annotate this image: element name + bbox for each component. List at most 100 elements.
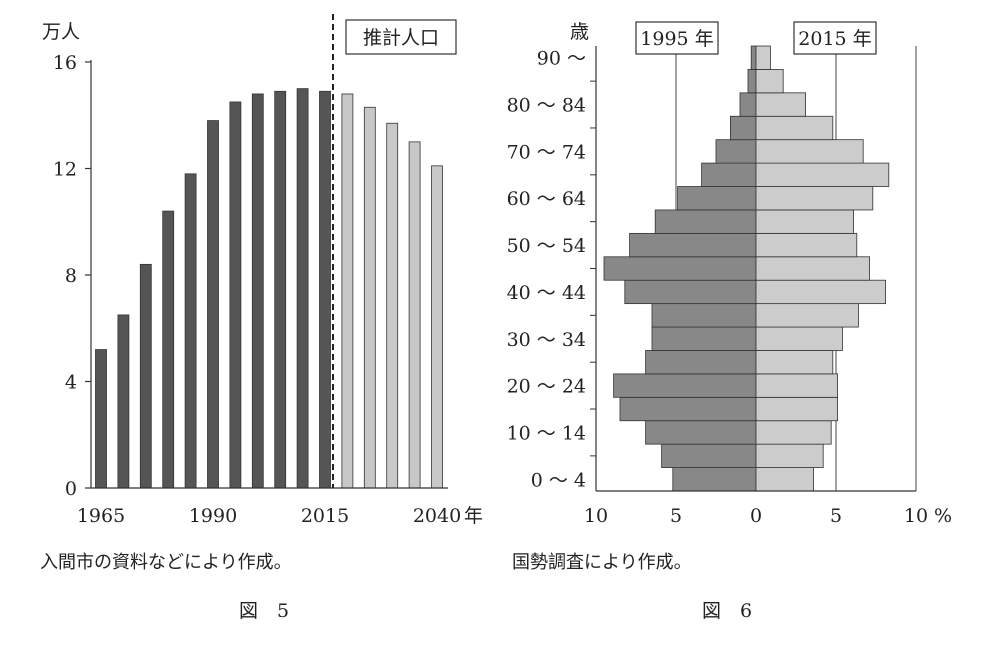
fig6-bar-2015-10-14: [755, 420, 832, 445]
fig6-bar-2015-25-29: [755, 350, 834, 375]
fig6-bar-1995-10-14: [645, 420, 757, 445]
fig6-bar-1995-50-54: [629, 232, 757, 258]
fig5-source: 入間市の資料などにより作成。: [40, 552, 292, 573]
fig6-bar-2015-0-4: [755, 467, 814, 492]
fig6-bar-1995-60-64: [677, 186, 757, 211]
fig6-bar-2015-35-39: [755, 303, 859, 328]
fig6-bar-1995-35-39: [651, 303, 757, 328]
fig6-bar-1995-85-89: [747, 69, 757, 94]
fig6-bar-1995-5-9: [661, 443, 757, 468]
fig6-bar-1995-75-79: [730, 115, 757, 141]
legend-2015-label: 2015 年: [798, 28, 871, 50]
fig6-source: 国勢調査により作成。: [512, 552, 692, 573]
fig6-bar-1995-0-4: [672, 467, 757, 492]
fig5-bar-2015: [319, 90, 331, 489]
fig5-bar-1975: [139, 263, 152, 489]
fig5-caption: 図 5: [239, 600, 289, 622]
fig6-bar-2015-20-24: [755, 373, 838, 398]
legend-2015-box: [793, 21, 877, 55]
fig6-bar-2015-70-74: [755, 139, 864, 164]
fig6-age-label: 40 ～ 44: [507, 282, 586, 304]
fig5-x-tick-label: 1990: [189, 505, 237, 527]
fig5-x-tick-label: 2015: [301, 505, 349, 527]
fig5-bar-1965: [95, 349, 107, 489]
fig6-bar-2015-50-54: [755, 232, 858, 258]
fig6-bar-2015-55-59: [755, 209, 854, 234]
fig5-bar-1995: [229, 101, 242, 489]
fig6-bar-2015-80-84: [755, 92, 806, 117]
fig5-bar-1985: [184, 173, 197, 489]
fig5-y-tick-label: 16: [53, 52, 77, 74]
fig6-age-label: 90 ～: [537, 48, 586, 70]
fig5-bar-2040: [431, 165, 443, 489]
fig5-x-tick-label: 2040: [413, 505, 461, 527]
fig6-age-ticks: [590, 80, 596, 457]
legend-1995-label: 1995 年: [640, 28, 713, 50]
fig6-ylabel: 歳: [570, 21, 589, 43]
fig6-bar-1995-15-19: [619, 396, 757, 422]
fig6-x-tick-label: 0: [750, 505, 762, 527]
fig5-y-tick-label: 12: [53, 159, 77, 181]
fig6-bars: [603, 45, 890, 492]
fig6-age-label: 10 ～ 14: [507, 422, 586, 444]
fig6-age-label: 0 ～ 4: [531, 469, 586, 491]
fig5-bar-1990: [207, 120, 219, 489]
fig6-unit: %: [934, 505, 952, 527]
fig6-bar-1995-55-59: [654, 209, 757, 234]
fig6-x-tick-label: 5: [830, 505, 842, 527]
fig5-estimate-box: [345, 19, 457, 55]
fig6-bar-2015-65-69: [755, 162, 890, 187]
fig6-x-ticks: 10 5 0 5 10: [584, 505, 928, 527]
fig6-bar-2015-15-19: [755, 396, 838, 422]
fig6-bar-2015-60-64: [755, 186, 874, 211]
fig6-bar-2015-75-79: [755, 115, 834, 141]
fig6-age-label: 30 ～ 34: [507, 329, 586, 351]
fig6-age-label: 80 ～ 84: [507, 95, 586, 117]
fig6-x-tick-label: 10: [584, 505, 608, 527]
fig5-bar-2005: [274, 90, 287, 489]
fig5-estimate-label: 推計人口: [363, 27, 439, 49]
fig5-x-tick-label: 1965: [77, 505, 125, 527]
fig5-bar-1970: [117, 314, 130, 489]
fig6-bar-1995-80-84: [739, 92, 757, 117]
fig6-bar-2015-5-9: [755, 443, 824, 468]
fig5-bar-2020: [341, 93, 354, 489]
fig5-ylabel: 万人: [42, 21, 80, 43]
fig6-bar-2015-45-49: [755, 256, 870, 281]
fig5-bar-2000: [251, 93, 264, 489]
legend-1995-box: [635, 21, 719, 55]
fig6-bar-1995-70-74: [715, 139, 757, 164]
fig5-bar-2030: [386, 122, 399, 489]
fig6-age-label: 60 ～ 64: [507, 188, 586, 210]
fig6-bar-1995-90-: [750, 45, 757, 70]
fig5-bar-2025: [363, 106, 376, 489]
fig6-bar-1995-25-29: [645, 350, 757, 375]
fig6-bar-2015-90-: [755, 45, 771, 70]
fig6-age-labels: 0 ～ 4 10 ～ 14 20 ～ 24 30 ～ 34 40 ～ 44 50 ～ 54…: [507, 48, 586, 492]
fig6-age-label: 50 ～ 54: [507, 235, 586, 257]
fig5-y-tick-label: 0: [65, 478, 77, 500]
fig5-x-ticks: 1965 1990 2015 2040: [77, 505, 461, 527]
fig6-caption: 図 6: [702, 600, 752, 622]
fig6-bar-1995-40-44: [624, 279, 757, 305]
fig6-age-label: 20 ～ 24: [507, 376, 586, 398]
fig5-y-tick-label: 4: [65, 372, 77, 394]
fig5-bar-2010: [296, 88, 309, 489]
fig6-x-tick-label: 5: [670, 505, 682, 527]
fig5-bar-1980: [162, 210, 175, 489]
fig6-age-label: 70 ～ 74: [507, 141, 586, 163]
fig5-bars: [95, 88, 443, 489]
fig6-x-tick-label: 10: [904, 505, 928, 527]
fig6-bar-2015-85-89: [755, 69, 784, 94]
fig6-bar-1995-65-69: [701, 162, 757, 187]
fig6-bar-2015-40-44: [755, 279, 887, 305]
fig6-bar-1995-20-24: [613, 373, 757, 398]
fig5-bar-2035: [408, 141, 421, 489]
fig6-bar-2015-30-34: [755, 326, 843, 351]
fig5-y-ticks: 0 4 8 12 16: [53, 52, 91, 500]
fig5-y-tick-label: 8: [65, 265, 77, 287]
fig6-bar-1995-30-34: [651, 326, 757, 351]
fig5-xlabel: 年: [464, 505, 483, 527]
